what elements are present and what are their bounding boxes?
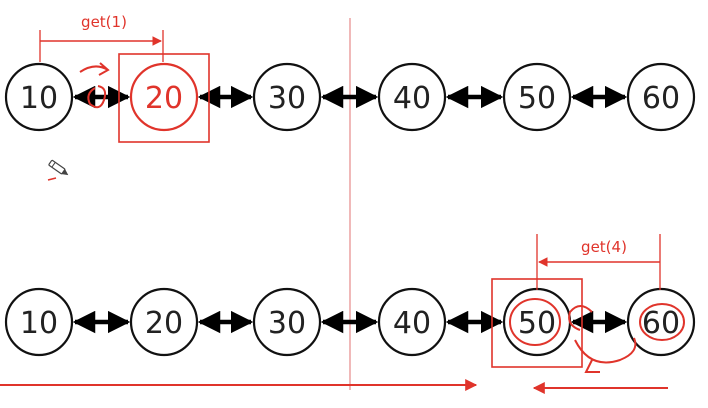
traverse-scribble-1: [79, 62, 110, 109]
list-node: [252, 287, 322, 357]
list-node: [129, 62, 199, 132]
list-node: [377, 62, 447, 132]
pencil-cursor-icon: [48, 159, 69, 176]
node-value: 20: [145, 306, 183, 341]
list-node: [129, 287, 199, 357]
node-value: 30: [268, 306, 306, 341]
node-value: 50: [518, 81, 556, 116]
cursor-mark: [47, 177, 57, 181]
list-node: [626, 287, 696, 357]
node-value: 10: [20, 306, 58, 341]
list-node: [502, 62, 572, 132]
list-node: [4, 62, 74, 132]
node-value: 10: [20, 81, 58, 116]
node-value: 30: [268, 81, 306, 116]
circle-mark-50: [509, 298, 561, 346]
list-node: [377, 287, 447, 357]
get-1-label: get(1): [81, 13, 127, 31]
node-value: 60: [642, 81, 680, 116]
list-node: [626, 62, 696, 132]
node-value: 40: [393, 81, 431, 116]
get-4-label: get(4): [581, 238, 627, 256]
node-value: 50: [518, 306, 556, 341]
node-value: 40: [393, 306, 431, 341]
list-row-top: 10 20 30 40 50 60: [4, 53, 696, 143]
highlight-box: [118, 53, 210, 143]
circle-mark-60: [639, 303, 685, 341]
get-4-annotation: get(4): [509, 234, 685, 373]
list-node: [252, 62, 322, 132]
get-1-annotation: get(1): [39, 13, 164, 109]
list-node: [4, 287, 74, 357]
traverse-scribble-4: [568, 305, 637, 373]
node-value: 20: [145, 81, 183, 116]
